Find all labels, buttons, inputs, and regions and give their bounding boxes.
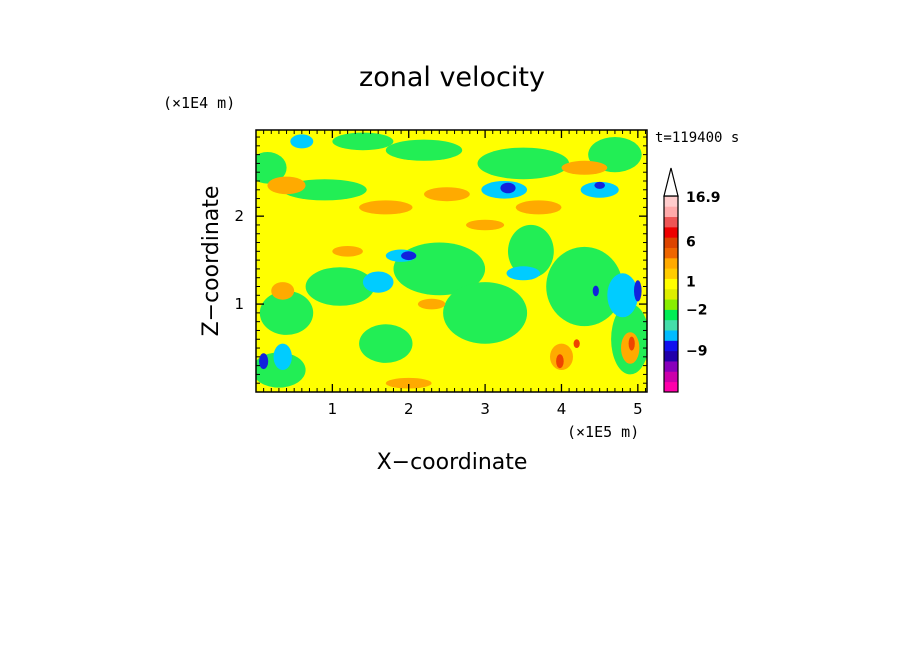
colorbar-swatch <box>664 340 678 352</box>
contour-blue-3 <box>634 280 642 302</box>
contour-cyan-2 <box>506 266 541 281</box>
colorbar <box>663 167 679 393</box>
time-label: t=119400 s <box>655 130 739 146</box>
contour-orange-4 <box>561 160 608 175</box>
contour-green-8 <box>385 139 463 161</box>
colorbar-swatch <box>664 319 678 331</box>
contour-cyan-5 <box>273 343 292 370</box>
contour-green-11 <box>359 324 413 363</box>
contour-orange-1 <box>359 200 413 215</box>
colorbar-swatch <box>664 257 678 269</box>
colorbar-swatch <box>664 216 678 228</box>
colorbar-swatch <box>664 371 678 383</box>
colorbar-swatch <box>664 288 678 300</box>
contour-orange-2 <box>424 187 470 202</box>
colorbar-swatch <box>664 350 678 362</box>
colorbar-swatch <box>664 381 678 393</box>
x-tick-label: 4 <box>557 400 567 418</box>
colorbar-swatch <box>664 196 678 207</box>
minor-ticks <box>256 130 647 392</box>
contour-blue-1 <box>401 251 417 261</box>
contour-cyan-1 <box>362 271 394 293</box>
colorbar-label: −9 <box>686 344 707 360</box>
y-tick-label: 1 <box>234 295 244 313</box>
contour-red-2 <box>573 339 580 348</box>
contour-orange-3 <box>515 200 562 215</box>
contour-green-6 <box>259 290 314 335</box>
contour-green-5 <box>546 246 623 327</box>
contour-green-2 <box>305 267 375 306</box>
contour-orange-10 <box>332 246 363 257</box>
contour-cyan-3 <box>607 273 638 318</box>
y-unit-label: (×1E4 m) <box>163 94 235 112</box>
contour-green-12 <box>508 224 554 278</box>
colorbar-labels: 16.9 6 1 −2 −9 <box>686 190 721 360</box>
contour-orange-11 <box>417 298 446 310</box>
contour-field <box>256 130 647 392</box>
plot-frame <box>255 129 648 393</box>
contour-green-14 <box>332 132 394 151</box>
y-tick-label: 2 <box>234 207 244 225</box>
contour-orange-8 <box>466 219 505 231</box>
y-axis-ticks: 12 <box>234 207 647 313</box>
colorbar-label: 6 <box>686 234 696 250</box>
colorbar-swatch <box>664 299 678 310</box>
x-tick-label: 2 <box>404 400 414 418</box>
x-tick-label: 1 <box>328 400 338 418</box>
contour-cyan-7 <box>290 134 314 149</box>
x-axis-label: X−coordinate <box>377 450 528 475</box>
colorbar-swatch <box>664 278 678 290</box>
chart-title: zonal velocity <box>359 62 545 93</box>
y-axis-label: Z−coordinate <box>199 186 224 337</box>
contour-orange-9 <box>385 377 432 389</box>
colorbar-swatch <box>664 330 678 341</box>
contour-orange-5 <box>271 282 295 300</box>
contour-blue-0 <box>500 182 516 194</box>
x-axis-ticks: 1 2 3 4 5 <box>328 130 643 418</box>
contour-cyan-4 <box>580 181 619 198</box>
contour-blue-5 <box>592 285 599 297</box>
colorbar-swatch <box>664 268 678 279</box>
colorbar-swatch <box>664 247 678 259</box>
colorbar-label: 1 <box>686 275 696 291</box>
contour-blue-2 <box>594 181 605 189</box>
colorbar-arrow <box>663 167 679 197</box>
colorbar-swatch <box>664 309 678 321</box>
contour-green-7 <box>477 147 570 180</box>
colorbar-label: 16.9 <box>686 190 721 206</box>
colorbar-label: −2 <box>686 303 707 319</box>
contour-orange-0 <box>267 176 306 195</box>
colorbar-swatch <box>664 361 678 372</box>
x-tick-label: 5 <box>633 400 643 418</box>
colorbar-swatch <box>664 226 678 238</box>
contour-green-4 <box>443 282 528 344</box>
colorbar-swatch <box>664 237 678 248</box>
x-unit-label: (×1E5 m) <box>567 423 639 441</box>
contour-red-1 <box>628 336 635 351</box>
contour-green-10 <box>256 352 306 388</box>
x-tick-label: 3 <box>480 400 490 418</box>
contour-green-0 <box>256 152 287 184</box>
colorbar-swatch <box>664 206 678 218</box>
contour-red-0 <box>556 354 564 369</box>
contour-blue-4 <box>259 353 269 370</box>
